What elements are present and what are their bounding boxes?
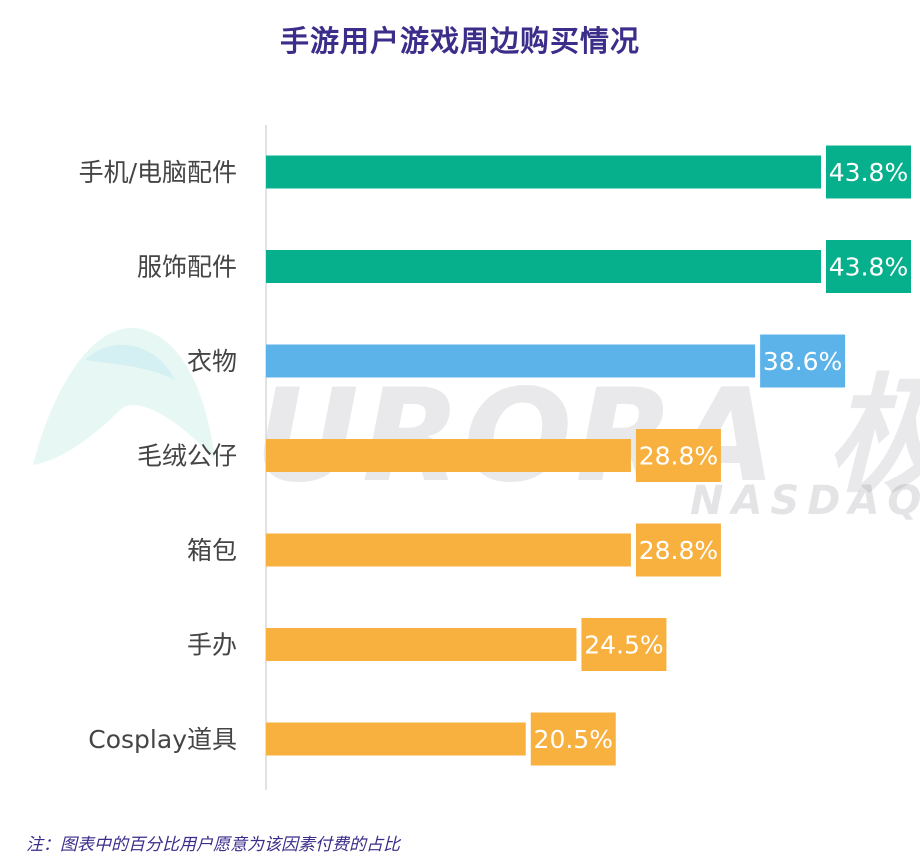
- footnote: 注：图表中的百分比用户愿意为该因素付费的占比: [26, 835, 400, 855]
- bar-chart: 43.8% 手机/电脑配件 43.8% 服饰配件 38.6% 衣物 28.8% 毛绒公仔 28.…: [79, 125, 911, 790]
- value-label-1: 43.8%: [829, 253, 908, 282]
- watermark-subtext: NASDAQ: J: [690, 478, 920, 524]
- watermark-logo: [33, 327, 215, 465]
- chart-title: 手游用户游戏周边购买情况: [279, 24, 640, 58]
- value-label-box-2: [760, 334, 846, 388]
- value-label-3: 28.8%: [639, 442, 718, 471]
- category-label-5: 手办: [187, 631, 237, 660]
- category-label-6: Cosplay道具: [88, 725, 237, 754]
- value-label-0: 43.8%: [829, 158, 908, 187]
- value-label-2: 38.6%: [763, 347, 842, 376]
- category-label-2: 衣物: [187, 347, 237, 376]
- category-label-3: 毛绒公仔: [137, 442, 237, 471]
- bar-1: [266, 250, 821, 283]
- value-label-box-0: [826, 145, 911, 199]
- bar-3: [266, 439, 631, 472]
- value-label-4: 28.8%: [639, 536, 718, 565]
- category-label-1: 服饰配件: [137, 253, 237, 282]
- value-label-box-1: [826, 240, 911, 293]
- value-label-box-3: [635, 429, 721, 482]
- value-label-box-4: [635, 523, 721, 577]
- category-label-0: 手机/电脑配件: [79, 158, 237, 187]
- bar-5: [266, 628, 577, 661]
- bar-2: [266, 344, 756, 378]
- value-label-box-5: [581, 618, 667, 671]
- bar-6: [266, 722, 526, 756]
- value-label-5: 24.5%: [584, 631, 663, 660]
- bar-4: [266, 533, 631, 567]
- value-label-box-6: [530, 712, 616, 766]
- bar-0: [266, 155, 821, 189]
- value-label-6: 20.5%: [534, 725, 613, 754]
- category-label-4: 箱包: [187, 536, 237, 565]
